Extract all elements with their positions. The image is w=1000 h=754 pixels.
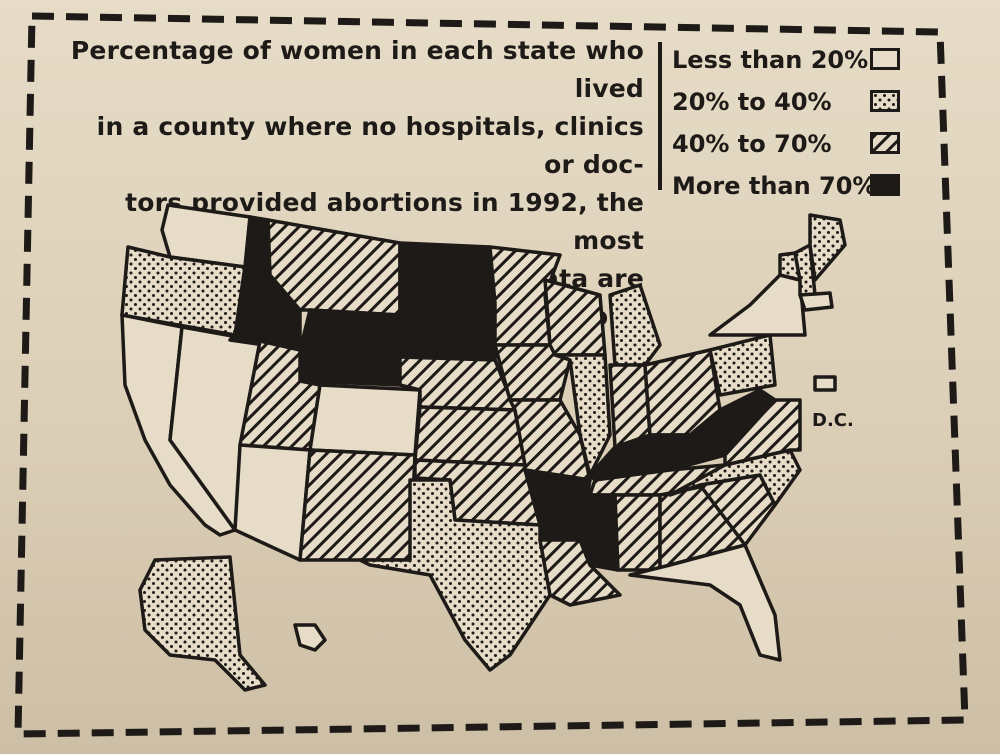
state-nd — [398, 241, 497, 305]
legend-label: Less than 20% — [672, 46, 869, 74]
state-ak — [138, 555, 267, 692]
legend-label: 40% to 70% — [672, 130, 832, 158]
state-hi — [293, 623, 327, 652]
state-nm — [298, 448, 417, 562]
legend-swatch-blank — [870, 48, 900, 70]
state-mi — [608, 283, 662, 367]
legend-item: Less than 20% — [672, 42, 912, 84]
legend-swatch-hatch — [870, 132, 900, 154]
state-ks — [413, 405, 527, 467]
dc-label: D.C. — [812, 410, 854, 431]
state-ny — [708, 273, 807, 337]
state-dc — [813, 375, 837, 392]
state-in — [608, 363, 652, 449]
legend-label: More than 70% — [672, 172, 877, 200]
state-wy — [298, 308, 402, 387]
state-sd — [398, 301, 497, 362]
state-ms — [578, 493, 620, 572]
map-legend: Less than 20% 20% to 40% 40% to 70% More… — [672, 42, 912, 210]
state-tx — [358, 478, 552, 672]
legend-swatch-dots — [870, 90, 900, 112]
state-co — [308, 383, 422, 457]
state-ma — [798, 291, 834, 312]
state-me — [808, 213, 847, 282]
state-fl — [628, 543, 782, 662]
legend-label: 20% to 40% — [672, 88, 832, 116]
state-pa — [708, 333, 777, 397]
us-states-map — [120, 203, 847, 692]
state-wi — [543, 278, 607, 357]
state-wv — [688, 388, 777, 457]
state-ia — [493, 343, 572, 402]
caption-divider — [658, 42, 662, 190]
legend-swatch-solid — [870, 174, 900, 196]
caption-line: Percentage of women in each state who li… — [70, 36, 644, 103]
legend-item: More than 70% — [672, 168, 912, 210]
caption-line: in a county where no hospitals, clinics … — [96, 112, 644, 179]
legend-item: 40% to 70% — [672, 126, 912, 168]
legend-item: 20% to 40% — [672, 84, 912, 126]
state-az — [233, 443, 312, 562]
state-al — [613, 493, 662, 572]
